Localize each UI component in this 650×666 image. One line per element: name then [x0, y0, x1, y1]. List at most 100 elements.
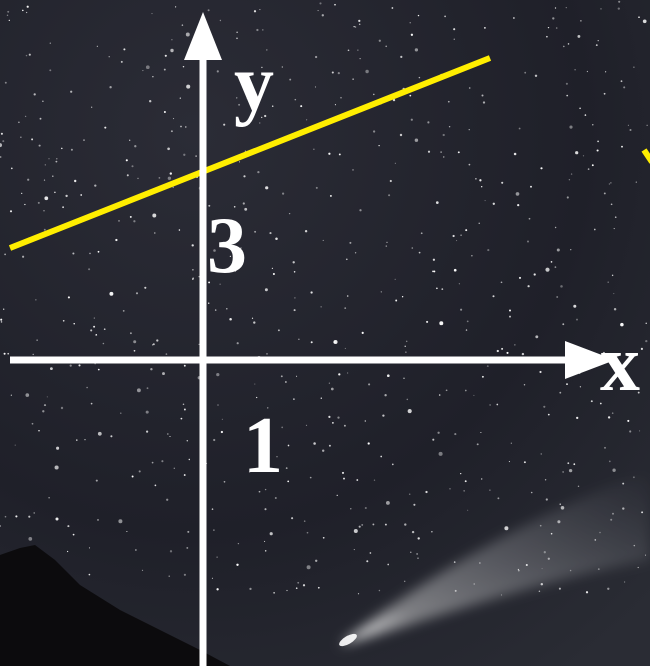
star	[9, 210, 13, 213]
star	[635, 181, 637, 183]
star	[460, 308, 463, 311]
star	[414, 48, 419, 52]
star	[273, 592, 275, 594]
star	[640, 347, 644, 350]
star	[310, 291, 313, 294]
star	[439, 321, 444, 326]
star	[599, 402, 602, 405]
star	[510, 442, 512, 444]
star	[297, 581, 300, 584]
star	[97, 368, 100, 371]
star	[236, 97, 238, 99]
star	[350, 508, 352, 510]
star	[150, 368, 153, 371]
star	[152, 76, 154, 78]
star	[303, 520, 306, 522]
star	[7, 352, 10, 355]
star	[213, 249, 216, 252]
star	[394, 162, 396, 164]
star	[304, 230, 308, 233]
star	[417, 14, 420, 17]
star	[49, 69, 52, 72]
star	[358, 525, 361, 528]
star	[600, 8, 602, 10]
star	[444, 15, 446, 18]
star	[142, 70, 144, 72]
star	[340, 96, 342, 99]
star	[110, 435, 113, 438]
y-axis-arrow	[184, 12, 222, 60]
star	[570, 249, 572, 251]
star	[4, 253, 6, 256]
star	[43, 179, 46, 181]
star	[90, 402, 93, 405]
star	[166, 498, 169, 501]
star	[373, 93, 375, 96]
star	[497, 497, 500, 500]
star	[586, 70, 589, 73]
star	[603, 192, 606, 195]
star	[440, 151, 442, 153]
star	[179, 97, 181, 99]
star	[573, 463, 576, 466]
star	[286, 589, 288, 592]
star	[565, 6, 567, 9]
star	[454, 433, 457, 436]
star	[481, 94, 484, 97]
star	[84, 439, 86, 441]
star	[49, 42, 51, 44]
star	[550, 261, 553, 263]
star	[24, 203, 26, 206]
star	[400, 55, 403, 59]
star	[567, 462, 570, 465]
star	[242, 202, 245, 205]
star	[191, 244, 194, 247]
star	[313, 148, 315, 150]
star	[506, 351, 509, 354]
star	[54, 465, 59, 470]
star	[614, 369, 617, 372]
star	[546, 35, 548, 38]
star	[605, 71, 607, 73]
star	[129, 215, 132, 218]
star	[44, 164, 46, 166]
comet-head	[339, 633, 357, 647]
star	[223, 123, 226, 126]
star	[380, 455, 383, 458]
star	[120, 412, 122, 414]
star	[435, 201, 439, 204]
star	[568, 179, 571, 181]
star	[131, 475, 134, 478]
star	[405, 340, 408, 343]
star	[173, 118, 175, 120]
star	[587, 168, 590, 170]
star	[37, 201, 40, 204]
star	[386, 374, 390, 378]
star	[135, 292, 139, 295]
star	[31, 422, 34, 425]
star	[293, 309, 296, 312]
star	[386, 241, 388, 244]
star	[246, 97, 248, 100]
star	[566, 94, 569, 97]
star	[103, 328, 106, 331]
star	[437, 431, 440, 434]
star	[31, 138, 34, 141]
star	[216, 588, 219, 591]
star	[72, 252, 75, 255]
star	[122, 309, 125, 312]
star	[639, 430, 641, 432]
star	[322, 536, 325, 539]
star	[243, 175, 246, 178]
star	[328, 152, 331, 155]
star	[4, 515, 7, 518]
star	[151, 461, 154, 464]
star	[169, 172, 172, 175]
star	[38, 430, 40, 432]
star	[596, 149, 599, 152]
star	[533, 273, 536, 276]
star	[354, 26, 357, 28]
star	[367, 442, 370, 445]
star	[65, 194, 68, 198]
star	[154, 484, 157, 487]
